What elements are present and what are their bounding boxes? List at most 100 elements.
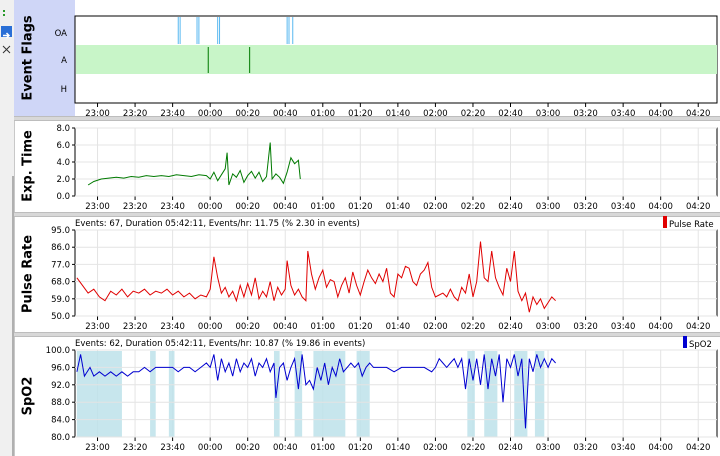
x-tick-label: 02:00 (423, 443, 448, 453)
x-tick-label: 01:40 (386, 322, 411, 332)
x-tick-label: 23:00 (85, 202, 110, 212)
x-tick-label: 01:20 (348, 202, 373, 212)
x-tick-label: 23:40 (160, 322, 185, 332)
exp-time-chart[interactable]: 23:00 23:20 23:40 00:00 00:20 00:40 01:00 01:20… (14, 120, 720, 212)
spo2-panel: SpO2 Events: 62, Duration 05:42:11, Even… (14, 336, 720, 456)
scissors-icon[interactable] (1, 40, 12, 54)
x-tick-label: 00:20 (235, 202, 260, 212)
x-tick-label: 04:00 (648, 202, 673, 212)
x-tick-label: 23:20 (123, 202, 148, 212)
spo2-stats-text: Events: 62, Duration 05:42:11, Events/hr… (75, 339, 365, 349)
spo2-line (76, 354, 556, 429)
x-tick-label: 01:00 (311, 109, 336, 116)
x-tick-label: 01:00 (311, 322, 336, 332)
x-tick-label: 00:00 (198, 322, 223, 332)
x-tick-label: 03:20 (573, 443, 598, 453)
x-tick-label: 04:00 (648, 443, 673, 453)
y-tick-label: 88.0 (51, 398, 70, 408)
y-tick-label: 6.0 (56, 141, 70, 151)
desaturation-band (150, 351, 156, 437)
y-tick-label: 50.0 (51, 312, 70, 322)
desaturation-band (294, 351, 303, 437)
y-tick-label: 59.0 (51, 295, 70, 305)
x-tick-label: 00:40 (273, 202, 298, 212)
x-tick-label: 01:40 (386, 443, 411, 453)
desaturation-band (76, 351, 122, 437)
a-row-band (76, 45, 717, 74)
x-tick-label: 02:20 (461, 109, 486, 116)
x-tick-label: 23:00 (85, 322, 110, 332)
pulse-legend-label: Pulse Rate (669, 220, 714, 230)
x-tick-label: 03:00 (536, 443, 561, 453)
x-tick-label: 01:00 (311, 202, 336, 212)
desaturation-band (534, 351, 545, 437)
event-row-label: OA (55, 29, 68, 39)
panel-divider[interactable] (14, 116, 720, 121)
x-tick-label: 00:00 (198, 443, 223, 453)
event-flags-panel: Event Flags 23:00 23:20 23:40 00:00 00:20 00:… (14, 0, 720, 116)
x-tick-label: 01:40 (386, 202, 411, 212)
x-tick-label: 23:40 (160, 202, 185, 212)
spo2-legend-label: SpO2 (689, 340, 712, 350)
y-tick-label: 95.0 (51, 226, 70, 236)
x-tick-label: 03:00 (536, 322, 561, 332)
x-tick-label: 04:20 (686, 109, 711, 116)
x-tick-label: 00:20 (235, 443, 260, 453)
event-row-label: H (61, 85, 67, 95)
desaturation-band (168, 351, 175, 437)
pulse-stats-text: Events: 67, Duration 05:42:11, Events/hr… (75, 219, 360, 229)
x-tick-label: 04:20 (686, 443, 711, 453)
x-tick-label: 02:20 (461, 322, 486, 332)
x-tick-label: 00:40 (273, 109, 298, 116)
x-tick-label: 01:20 (348, 443, 373, 453)
exp-time-panel: Exp. Time 23:00 23:20 23:40 00:00 00:20 00:40… (14, 120, 720, 212)
pulse-legend-swatch (663, 216, 667, 228)
x-tick-label: 03:20 (573, 202, 598, 212)
x-tick-label: 02:00 (423, 109, 448, 116)
x-tick-label: 02:40 (498, 322, 523, 332)
x-tick-label: 01:20 (348, 322, 373, 332)
desaturation-band (356, 351, 370, 437)
x-tick-label: 23:00 (85, 109, 110, 116)
list-icon[interactable] (1, 4, 12, 16)
x-tick-label: 02:40 (498, 202, 523, 212)
plot-area (74, 349, 718, 438)
x-tick-label: 00:00 (198, 202, 223, 212)
y-tick-label: 68.0 (51, 278, 70, 288)
scrollbar[interactable] (12, 176, 14, 456)
x-tick-label: 03:20 (573, 109, 598, 116)
x-tick-label: 04:00 (648, 322, 673, 332)
panel-divider[interactable] (14, 212, 720, 217)
panel-divider[interactable] (14, 332, 720, 337)
event-row-label: A (61, 56, 67, 66)
event-label-bg (42, 0, 75, 116)
x-tick-label: 03:20 (573, 322, 598, 332)
spo2-chart[interactable]: Events: 62, Duration 05:42:11, Events/hr… (14, 336, 720, 456)
x-tick-label: 23:40 (160, 443, 185, 453)
y-tick-label: 77.0 (51, 260, 70, 270)
pulse-rate-chart[interactable]: Events: 67, Duration 05:42:11, Events/hr… (14, 216, 720, 332)
spo2-legend-swatch (683, 336, 687, 348)
arrow-right-icon[interactable] (1, 26, 12, 39)
y-tick-label: 100.0 (46, 346, 70, 356)
x-tick-label: 23:20 (123, 109, 148, 116)
event-flags-chart[interactable]: 23:00 23:20 23:40 00:00 00:20 00:40 01:00 01:20… (14, 0, 720, 116)
x-tick-label: 02:40 (498, 443, 523, 453)
x-tick-label: 23:20 (123, 322, 148, 332)
pulse-rate-panel: Pulse Rate Events: 67, Duration 05:42:11… (14, 216, 720, 332)
x-tick-label: 00:20 (235, 322, 260, 332)
left-toolbar (0, 0, 15, 456)
x-tick-label: 01:00 (311, 443, 336, 453)
desaturation-band (484, 351, 498, 437)
x-tick-label: 03:00 (536, 109, 561, 116)
x-tick-label: 03:40 (611, 202, 636, 212)
y-tick-label: 96.0 (51, 363, 70, 373)
x-tick-label: 00:20 (235, 109, 260, 116)
x-tick-label: 02:00 (423, 202, 448, 212)
pulse-rate-line (76, 241, 556, 313)
x-tick-label: 03:40 (611, 443, 636, 453)
y-tick-label: 8.0 (56, 124, 70, 134)
x-tick-label: 04:00 (648, 109, 673, 116)
x-tick-label: 03:00 (536, 202, 561, 212)
x-tick-label: 23:40 (160, 109, 185, 116)
